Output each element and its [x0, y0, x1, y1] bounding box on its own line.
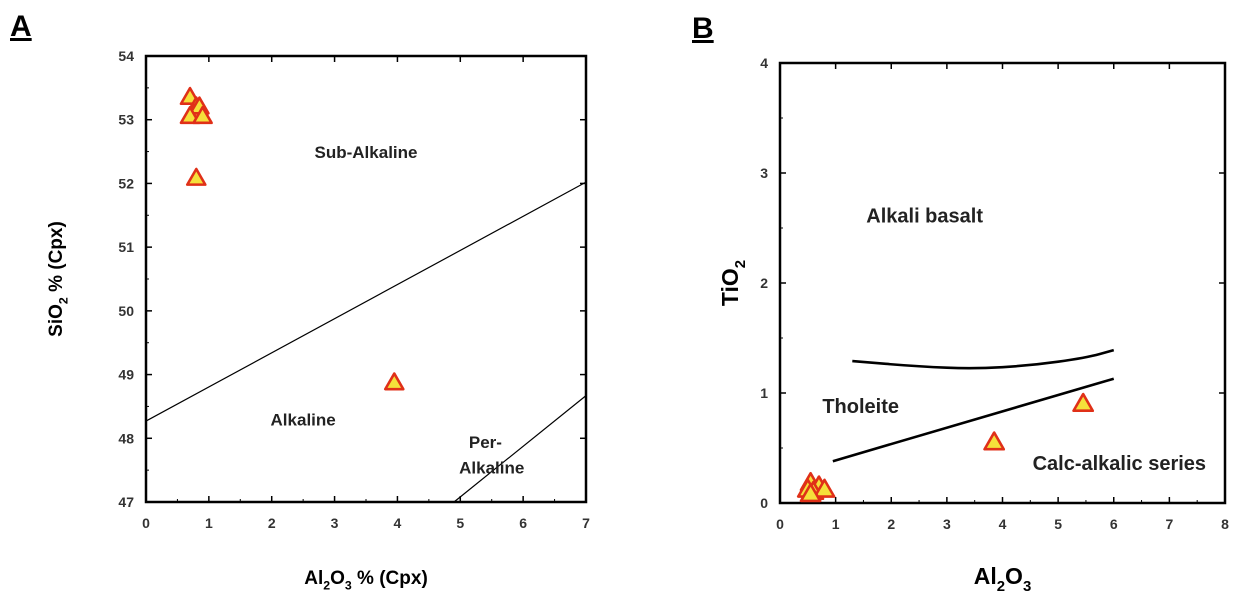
x-tick-label: 7: [582, 515, 590, 531]
panel-b-letter: B: [692, 12, 714, 45]
boundary-line-2: [453, 395, 587, 503]
y-axis-title: TiO2: [717, 260, 749, 306]
data-point: [383, 372, 405, 391]
y-tick-label: 0: [760, 495, 768, 511]
x-tick-label: 5: [456, 515, 464, 531]
y-tick-label: 51: [118, 239, 134, 255]
x-tick-label: 1: [832, 516, 840, 532]
y-tick-label: 47: [118, 494, 134, 510]
x-tick-label: 7: [1165, 516, 1173, 532]
y-tick-label: 53: [118, 112, 134, 128]
y-tick-label: 48: [118, 430, 134, 446]
x-tick-label: 1: [205, 515, 213, 531]
x-tick-label: 8: [1221, 516, 1229, 532]
y-tick-label: 50: [118, 303, 134, 319]
region-label: Calc-alkalic series: [1033, 453, 1206, 475]
x-tick-label: 2: [887, 516, 895, 532]
panel-a-letter: A: [10, 10, 32, 43]
x-tick-label: 6: [1110, 516, 1118, 532]
x-tick-label: 3: [331, 515, 339, 531]
data-point: [813, 478, 836, 498]
boundary-line-1: [852, 348, 1115, 370]
data-point: [192, 105, 213, 125]
y-tick-label: 2: [760, 275, 768, 291]
boundary-line-1: [145, 181, 587, 422]
y-tick-label: 54: [118, 48, 134, 64]
x-tick-label: 2: [268, 515, 276, 531]
x-tick-label: 4: [394, 515, 402, 531]
x-tick-label: 5: [1054, 516, 1062, 532]
x-tick-label: 6: [519, 515, 527, 531]
x-tick-label: 4: [999, 516, 1007, 532]
data-point: [1072, 392, 1095, 413]
data-point: [799, 482, 822, 503]
y-tick-label: 4: [760, 55, 768, 71]
x-tick-label: 3: [943, 516, 951, 532]
data-point: [185, 167, 207, 186]
y-tick-label: 52: [118, 175, 134, 191]
x-axis-title: Al2O3: [974, 563, 1032, 592]
x-tick-label: 0: [142, 515, 150, 531]
data-point: [983, 431, 1006, 451]
region-label: Per-: [469, 433, 502, 452]
y-axis-title: SiO2 % (Cpx): [46, 221, 71, 337]
region-label: Sub-Alkaline: [315, 143, 418, 162]
y-tick-label: 49: [118, 367, 134, 383]
x-tick-label: 0: [776, 516, 784, 532]
region-label: Alkali basalt: [866, 206, 983, 228]
region-label: Alkaline: [459, 458, 524, 477]
y-tick-label: 3: [760, 165, 768, 181]
y-tick-label: 1: [760, 385, 768, 401]
region-label: Tholeite: [822, 396, 899, 418]
plot-frame: [778, 61, 1227, 505]
x-axis-title: Al2O3 % (Cpx): [304, 568, 428, 592]
region-label: Alkaline: [271, 411, 336, 430]
boundary-line-2: [832, 377, 1115, 463]
